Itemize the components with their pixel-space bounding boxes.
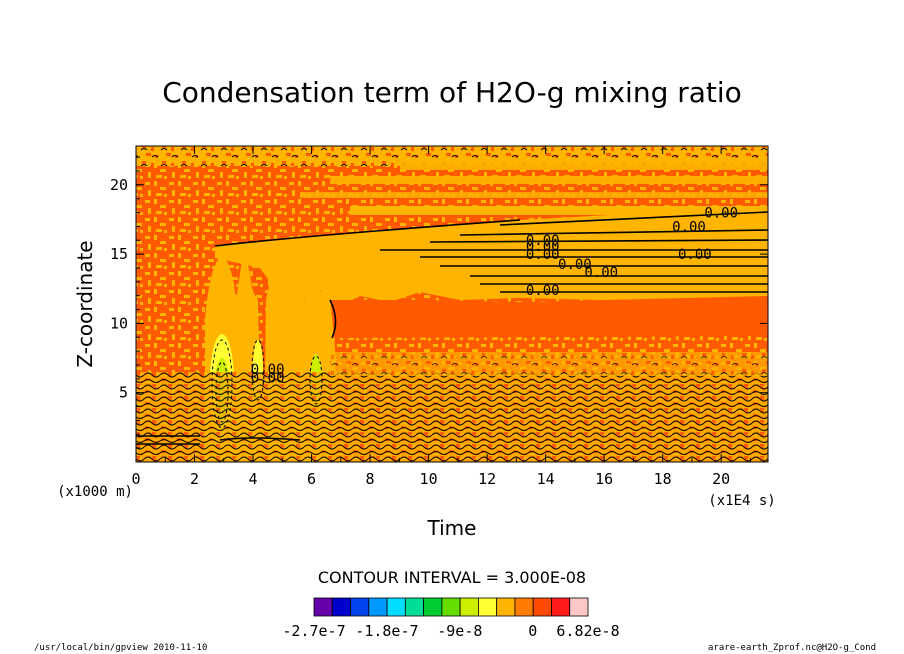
colorbar-swatch [404,597,425,617]
upper-band [350,206,768,215]
colorbar-swatch [496,597,516,617]
contour-label: 0.00 [251,362,285,378]
upper-band [330,176,768,184]
upper-band [400,160,768,170]
x-tick-label: 8 [366,470,375,488]
contour-label: 0.00 [558,257,592,273]
y-axis-unit: (x1000 m) [57,484,133,500]
red-band [330,296,768,338]
chart-title: Condensation term of H2O-g mixing ratio [162,76,742,109]
y-axis: 5 10 15 20 [110,156,768,449]
contour-label: 0.00 [251,370,285,386]
x-axis-label: Time [427,516,477,540]
contour-label: 0.00 [678,247,712,263]
colorbar-swatch [459,597,479,617]
x-tick-label: 16 [595,470,613,488]
x-tick-label: 0 [131,470,140,488]
contour-label: 0.00 [584,265,618,281]
cloud-layer [215,206,768,306]
contour-label: 0.00 [672,219,706,235]
x-tick-label: 12 [478,470,496,488]
colorbar-swatch [441,597,461,617]
x-tick-label: 4 [249,470,258,488]
colorbar-swatch [569,597,589,617]
y-tick-label: 15 [110,245,128,263]
contour-label: 0.00 [526,247,560,263]
contour-interval: CONTOUR INTERVAL = 3.000E-08 [318,568,586,587]
colorbar-label: -9e-8 [437,622,482,640]
contour-label: 0.00 [526,283,560,299]
x-tick-label: 18 [654,470,672,488]
boundary-layer [330,352,768,376]
x-tick-label: 14 [537,470,555,488]
colorbar-swatch [368,597,388,617]
y-axis-label: Z-coordinate [73,240,97,367]
colorbar-swatch [350,597,370,617]
negative-contours [211,339,323,429]
contour-label: 0.00 [704,206,738,222]
contour-field [136,146,768,462]
contour-label: 0.00 [526,239,560,255]
x-tick-label: 20 [712,470,730,488]
colorbar-swatch [313,597,333,617]
colorbar-swatch [331,597,351,617]
colorbar-label: 0 [528,622,537,640]
colorbar-swatch [386,597,406,617]
x-tick-label: 6 [307,470,316,488]
colorbar-swatch [551,597,571,617]
y-tick-label: 10 [110,314,128,332]
footer-left: /usr/local/bin/gpview 2010-11-10 [34,643,207,653]
y-tick-label: 5 [119,384,128,402]
colorbar-label: 6.82e-8 [556,622,619,640]
colorbar-label: -1.8e-7 [355,622,418,640]
x-axis-unit: (x1E4 s) [708,493,775,509]
upper-band [300,192,768,198]
x-tick-label: 10 [420,470,438,488]
colorbar-swatch [532,597,552,617]
plot-frame [135,145,769,463]
colorbar-labels: -2.7e-7 -1.8e-7 -9e-8 0 6.82e-8 [282,622,619,640]
footer-right: arare-earth_Zprof.nc@H2O-g_Cond [708,643,876,653]
y-tick-label: 20 [110,176,128,194]
colorbar-label: -2.7e-7 [282,622,345,640]
x-axis: 0 2 4 6 8 10 12 14 16 18 20 [131,146,751,488]
colorbar-swatch [477,597,498,617]
colorbar-swatch [423,597,443,617]
boundary-layer [136,372,768,462]
contour-lines [136,211,768,445]
contour-labels: 0.000.000.000.000.000.000.000.000.000.00… [251,206,738,387]
colorbar-swatch [514,597,534,617]
contour-label: 0.00 [526,233,560,249]
colorbar [313,597,589,617]
x-tick-label: 2 [190,470,199,488]
